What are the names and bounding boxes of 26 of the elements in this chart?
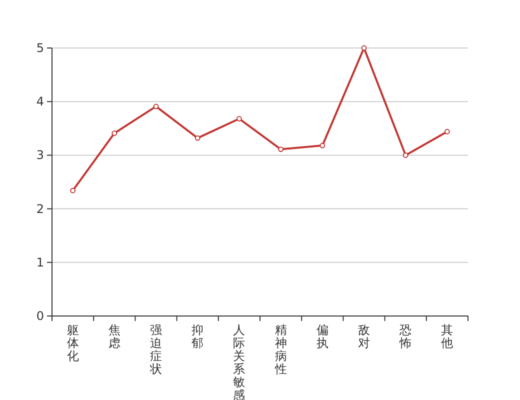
x-tick-label: 人际关系敏感 <box>233 323 246 400</box>
point <box>153 104 159 110</box>
x-tick-label: 敌对 <box>358 323 370 350</box>
y-tick-label: 1 <box>36 255 44 270</box>
y-tick-label: 5 <box>36 41 44 55</box>
y-tick-label: 4 <box>36 94 44 109</box>
x-tick-label: 焦虑 <box>108 323 120 350</box>
point <box>361 45 367 51</box>
point <box>70 188 76 194</box>
x-tick-label: 偏执 <box>316 323 328 350</box>
point <box>320 142 326 148</box>
y-tick-label: 2 <box>36 202 44 216</box>
x-tick-label: 精神病性 <box>274 323 287 376</box>
point <box>194 135 200 141</box>
x-tick-label: 其他 <box>441 323 454 350</box>
x-tick-label: 躯体化 <box>66 323 79 363</box>
point <box>112 130 118 136</box>
point <box>278 146 284 152</box>
point <box>444 128 450 134</box>
x-tick-label: 抑郁 <box>192 323 204 350</box>
y-tick-label: 0 <box>36 309 44 323</box>
x-tick-label: 强迫症状 <box>149 323 162 376</box>
x-tick-label: 恐怖 <box>398 323 412 350</box>
point <box>236 116 242 122</box>
point <box>402 152 408 158</box>
y-tick-label: 3 <box>36 148 44 162</box>
